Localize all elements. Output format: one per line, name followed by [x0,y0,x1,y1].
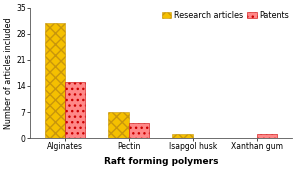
Bar [129,123,149,138]
X-axis label: Raft forming polymers: Raft forming polymers [104,157,218,166]
Bar [172,134,193,138]
Y-axis label: Number of articles included: Number of articles included [4,17,13,129]
Bar [108,112,129,138]
Legend: Research articles, Patents: Research articles, Patents [160,9,290,21]
Bar [257,134,277,138]
Bar [65,82,86,138]
Bar [45,23,65,138]
